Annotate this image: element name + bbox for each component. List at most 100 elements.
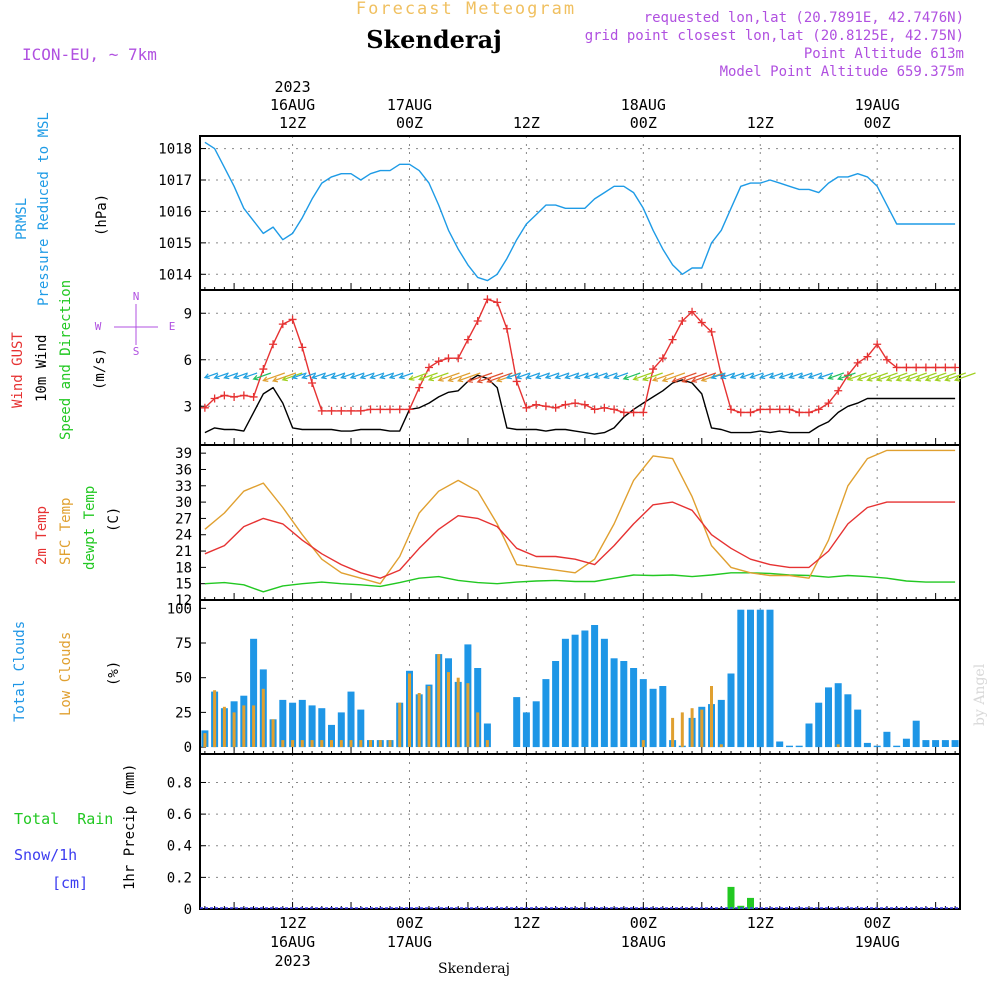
wind-direction-arrow: [934, 372, 957, 382]
total-cloud-bar: [893, 745, 901, 748]
total-cloud-bar: [610, 658, 618, 748]
precip-rain-label: Total Rain: [14, 810, 113, 828]
wind-direction-arrow: [798, 372, 813, 379]
wind-direction-arrow: [612, 372, 629, 380]
low-cloud-bar: [281, 740, 285, 747]
gust-marker: [882, 355, 891, 364]
y-tick-label: 18: [175, 560, 192, 576]
y-tick-label: 1016: [158, 204, 192, 220]
wind-direction-arrow: [369, 372, 385, 380]
total-cloud-bar: [922, 740, 930, 747]
low-cloud-bar: [300, 740, 304, 747]
low-cloud-bar: [408, 673, 411, 747]
wind-direction-arrow: [535, 372, 550, 380]
total-cloud-bar: [513, 697, 521, 747]
wind-direction-arrow: [622, 372, 641, 381]
total-cloud-bar: [250, 638, 258, 747]
y-tick-label: 50: [175, 671, 192, 687]
gust-marker: [473, 317, 482, 325]
total-cloud-bar: [483, 723, 491, 748]
gust-marker: [600, 403, 609, 412]
low-cloud-bar: [291, 740, 295, 747]
wind-direction-arrow: [632, 372, 652, 381]
gust-marker: [649, 365, 658, 374]
gust-marker: [454, 354, 463, 363]
precip-snow-label: Snow/1h: [14, 846, 77, 864]
gust-marker: [688, 307, 697, 316]
gust-marker: [912, 363, 921, 372]
low-cloud-bar: [700, 709, 704, 748]
wind-direction-arrow: [661, 372, 686, 383]
y-tick-label: 15: [175, 577, 192, 593]
gust-marker: [463, 335, 472, 344]
low-cloud-bar: [485, 740, 489, 747]
total-cloud-bar: [932, 740, 940, 747]
wind-direction-arrow: [554, 372, 570, 380]
temp-dewpt-label: dewpt Temp: [82, 486, 98, 570]
y-tick-label: 6: [184, 353, 192, 369]
grid-point-coords: grid point closest lon,lat (20.8125E, 42…: [585, 28, 964, 44]
gust-marker: [522, 403, 531, 412]
gust-marker: [571, 399, 580, 408]
gust-marker: [814, 405, 823, 414]
compass-n: N: [133, 290, 140, 303]
top-axis-time: 12Z: [513, 114, 540, 132]
wind-dir-label: Speed and Direction: [58, 280, 74, 440]
wind-direction-arrow: [271, 372, 297, 383]
total-cloud-bar: [854, 709, 862, 748]
low-cloud-bar: [203, 733, 207, 748]
total-cloud-bar: [912, 720, 920, 748]
wind-direction-arrow: [223, 372, 239, 380]
gust-marker: [580, 400, 589, 409]
gust-marker: [259, 365, 268, 374]
wind-direction-arrow: [232, 372, 248, 380]
gust-marker: [366, 405, 375, 414]
gust-marker: [610, 405, 619, 414]
wind-direction-arrow: [788, 372, 803, 379]
low-cloud-bar: [359, 740, 363, 747]
low-cloud-bar: [320, 740, 324, 747]
low-cloud-bar: [710, 686, 713, 747]
gust-marker: [668, 335, 677, 344]
y-tick-label: 0.6: [167, 807, 192, 823]
y-tick-label: 30: [175, 495, 192, 511]
wind-direction-arrow: [203, 372, 219, 379]
low-cloud-bar: [836, 744, 840, 748]
wind-direction-arrow: [729, 372, 745, 379]
wind-direction-arrow: [457, 372, 481, 383]
wind-direction-arrow: [330, 372, 346, 380]
wind-direction-arrow: [515, 372, 531, 380]
bottom-axis-time: 00Z: [864, 914, 891, 932]
point-altitude: Point Altitude 613m: [804, 46, 964, 62]
y-tick-label: 3: [184, 399, 192, 415]
total-cloud-bar: [659, 686, 667, 747]
wind-direction-arrow: [505, 372, 522, 380]
pressure-panel: 1018 1017 1016 1015 1014: [158, 135, 961, 291]
chart-title: Skenderaj: [366, 25, 502, 54]
wind-direction-arrow: [262, 372, 285, 382]
total-cloud-bar: [581, 630, 589, 747]
total-cloud-bar: [522, 712, 530, 748]
total-cloud-bar: [620, 661, 628, 747]
y-tick-label: 0.8: [167, 775, 192, 791]
wind-direction-arrow: [642, 372, 663, 382]
total-cloud-bar: [318, 708, 326, 747]
gust-marker: [493, 298, 502, 307]
low-cloud-bar: [261, 688, 265, 748]
rain-bar: [727, 886, 735, 909]
top-axis-time: 00Z: [864, 114, 891, 132]
panel-frame: [199, 135, 961, 291]
wind-direction-arrow: [437, 372, 460, 382]
total-cloud-bar: [591, 625, 599, 748]
gust-marker: [541, 402, 550, 411]
y-tick-label: 1015: [158, 236, 192, 252]
low-cloud-bar: [671, 717, 675, 747]
wind-direction-arrow: [856, 372, 878, 382]
low-cloud-bar: [466, 683, 470, 747]
wind-gust-label: Wind GUST: [10, 332, 26, 408]
gust-marker: [727, 405, 736, 414]
gust-marker: [415, 383, 424, 392]
wind-direction-arrow: [876, 372, 898, 382]
compass-w: W: [95, 320, 102, 333]
